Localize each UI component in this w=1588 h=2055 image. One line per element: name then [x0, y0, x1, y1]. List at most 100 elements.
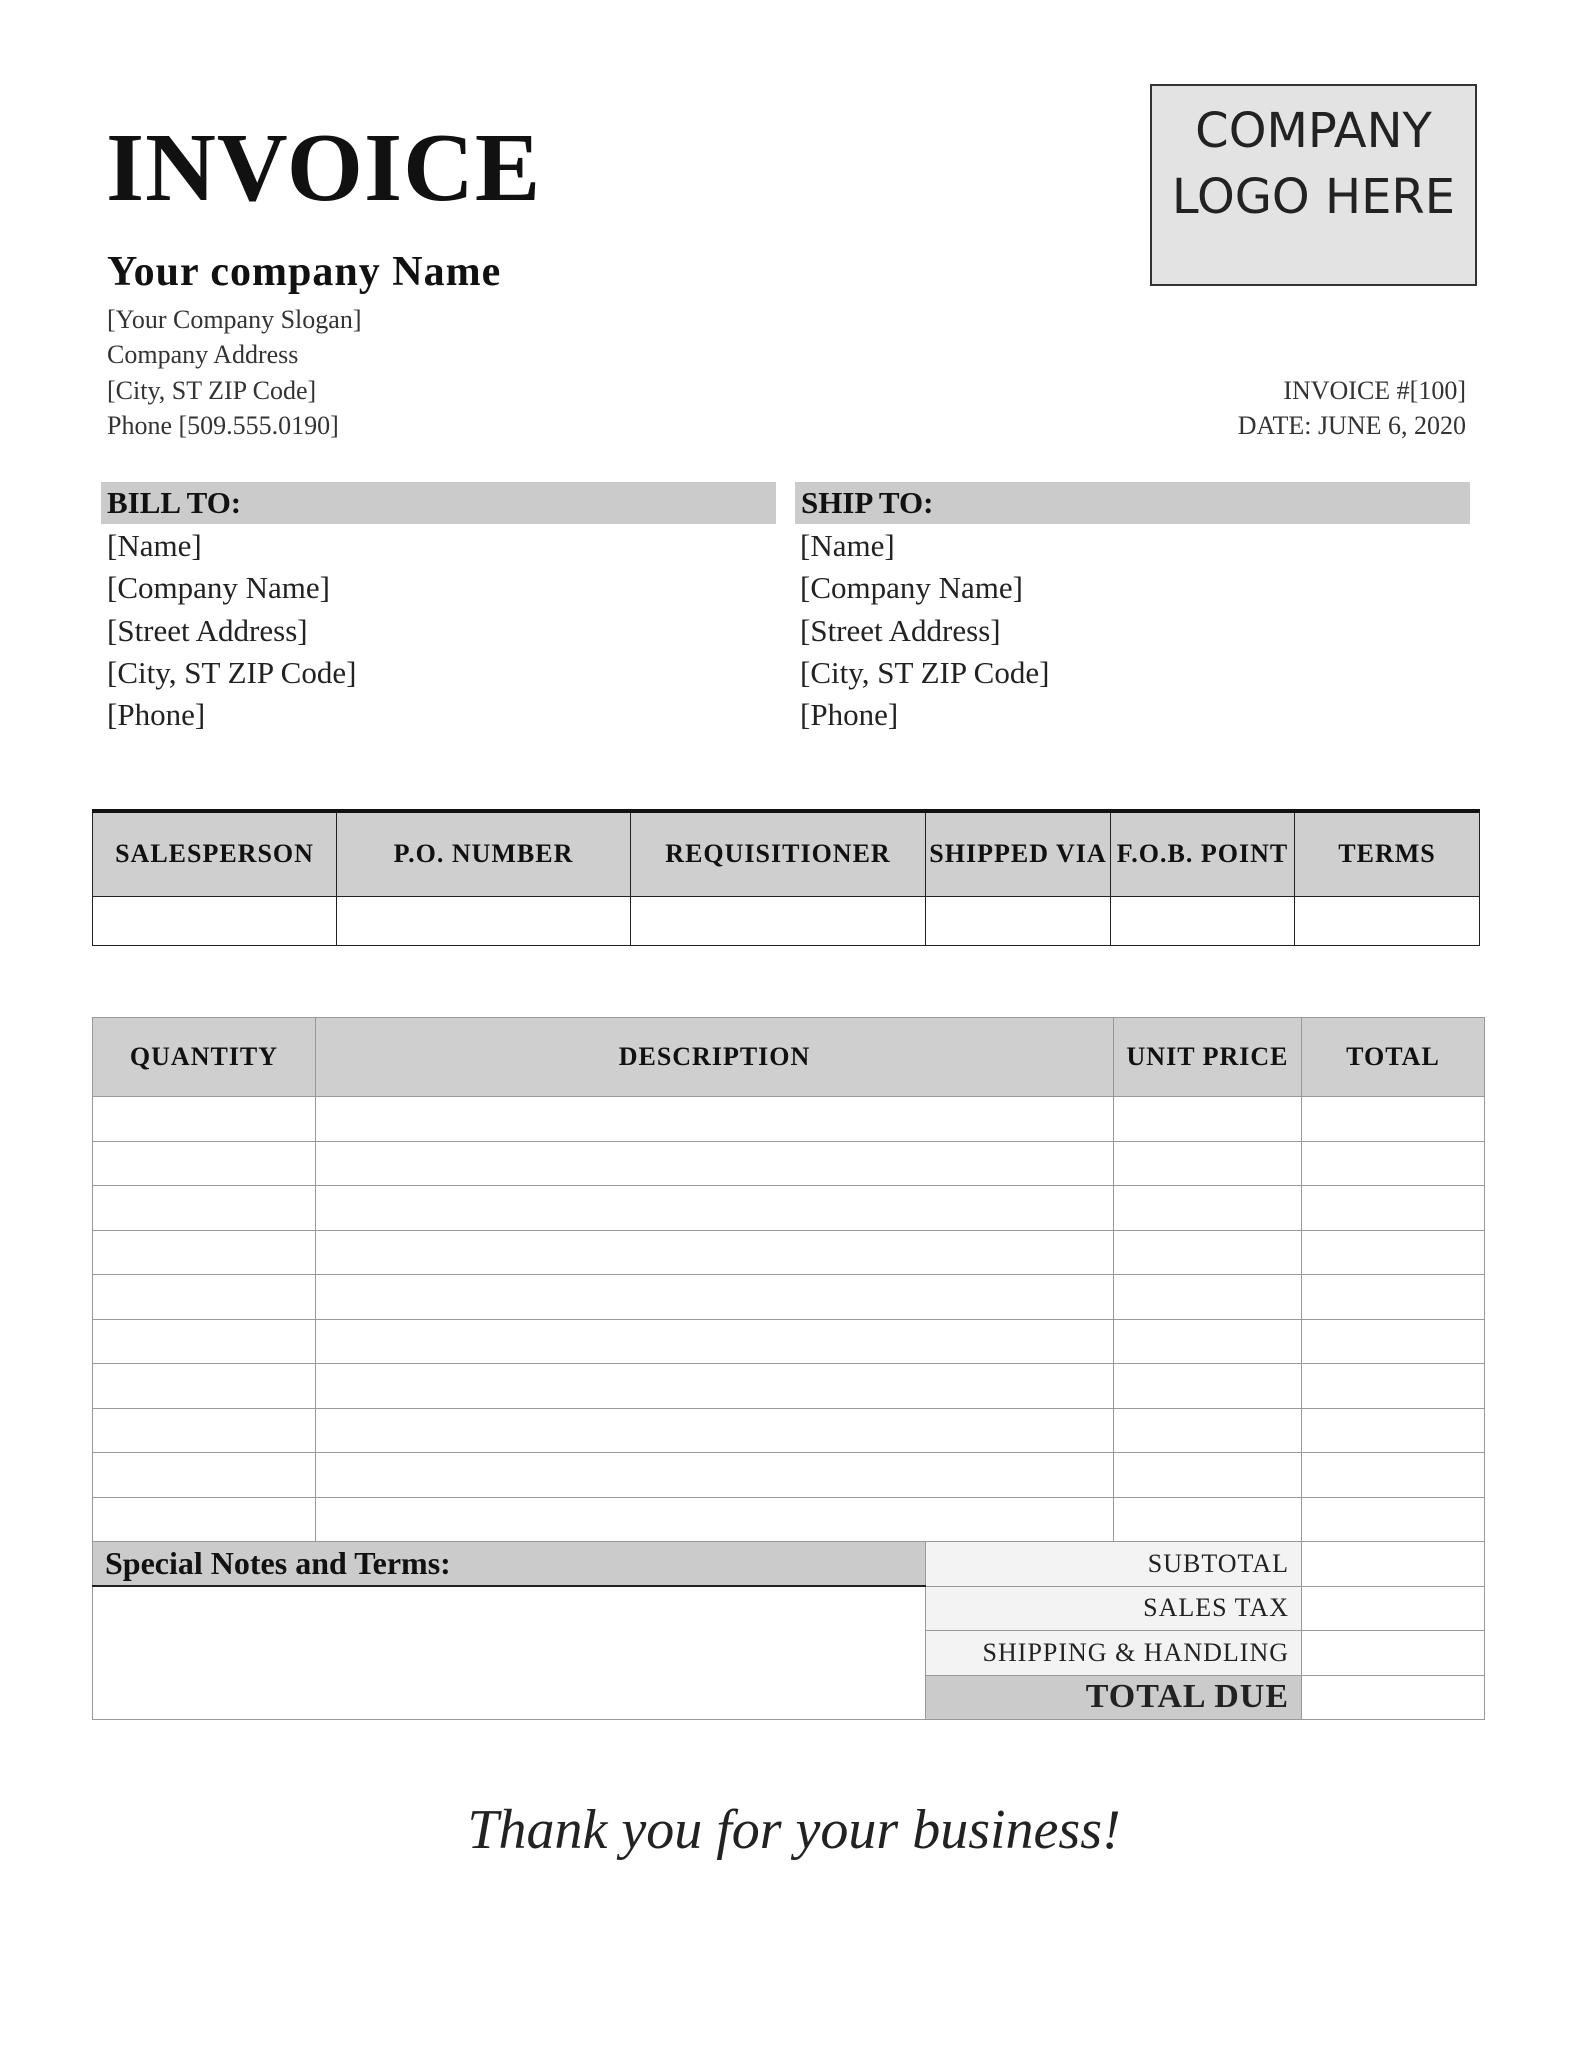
line-item-row — [92, 1318, 1485, 1364]
quantity-cell[interactable] — [92, 1096, 316, 1142]
total-cell[interactable] — [1301, 1407, 1485, 1453]
requisitioner-cell[interactable] — [630, 895, 926, 946]
line-items-table: QUANTITY DESCRIPTION UNIT PRICE TOTAL Sp… — [92, 1017, 1485, 1720]
description-cell[interactable] — [315, 1185, 1114, 1231]
total-cell[interactable] — [1301, 1318, 1485, 1364]
quantity-cell[interactable] — [92, 1496, 316, 1542]
quantity-cell[interactable] — [92, 1274, 316, 1320]
unit-price-cell[interactable] — [1113, 1496, 1302, 1542]
company-logo-placeholder: COMPANY LOGO HERE — [1150, 84, 1477, 286]
bill-to-heading: BILL TO: — [101, 482, 776, 524]
company-city: [City, ST ZIP Code] — [107, 376, 317, 405]
line-item-row — [92, 1274, 1485, 1320]
total-cell[interactable] — [1301, 1274, 1485, 1320]
ship-to-heading: SHIP TO: — [795, 482, 1470, 524]
unit-price-cell[interactable] — [1113, 1185, 1302, 1231]
header-terms: TERMS — [1294, 810, 1480, 897]
total-cell[interactable] — [1301, 1452, 1485, 1498]
header-description: DESCRIPTION — [315, 1017, 1114, 1097]
quantity-cell[interactable] — [92, 1318, 316, 1364]
bill-to-company: [Company Name] — [107, 570, 330, 606]
shipping-label: SHIPPING & HANDLING — [925, 1630, 1302, 1676]
header-shipped-via: SHIPPED VIA — [925, 810, 1111, 897]
line-item-row — [92, 1496, 1485, 1542]
company-slogan: [Your Company Slogan] — [107, 305, 362, 334]
description-cell[interactable] — [315, 1229, 1114, 1275]
shipping-value[interactable] — [1301, 1630, 1485, 1676]
company-address: Company Address — [107, 340, 299, 369]
ship-to-phone: [Phone] — [800, 697, 899, 733]
unit-price-cell[interactable] — [1113, 1229, 1302, 1275]
thank-you-message: Thank you for your business! — [467, 1799, 1121, 1861]
bill-to-name: [Name] — [107, 528, 202, 563]
total-cell[interactable] — [1301, 1140, 1485, 1186]
line-item-row — [92, 1407, 1485, 1453]
invoice-date: DATE: JUNE 6, 2020 — [1237, 411, 1466, 440]
line-item-row — [92, 1452, 1485, 1498]
bill-to-street: [Street Address] — [107, 612, 308, 648]
subtotal-value[interactable] — [1301, 1541, 1485, 1587]
unit-price-cell[interactable] — [1113, 1140, 1302, 1186]
ship-to-city: [City, ST ZIP Code] — [800, 654, 1050, 690]
description-cell[interactable] — [315, 1096, 1114, 1142]
bill-to-phone: [Phone] — [107, 697, 206, 733]
unit-price-cell[interactable] — [1113, 1452, 1302, 1498]
unit-price-cell[interactable] — [1113, 1407, 1302, 1453]
description-cell[interactable] — [315, 1363, 1114, 1409]
header-quantity: QUANTITY — [92, 1017, 316, 1097]
ship-to-address: [Name] [Company Name] [Street Address] [… — [800, 525, 1049, 736]
quantity-cell[interactable] — [92, 1452, 316, 1498]
salesperson-cell[interactable] — [92, 895, 337, 946]
unit-price-cell[interactable] — [1113, 1274, 1302, 1320]
ship-to-name: [Name] — [800, 528, 895, 563]
description-cell[interactable] — [315, 1407, 1114, 1453]
header-unit-price: UNIT PRICE — [1113, 1017, 1302, 1097]
total-cell[interactable] — [1301, 1229, 1485, 1275]
logo-line-1: COMPANY — [1195, 103, 1432, 159]
po-number-cell[interactable] — [336, 895, 631, 946]
header-po-number: P.O. NUMBER — [336, 810, 631, 897]
description-cell[interactable] — [315, 1496, 1114, 1542]
sales-tax-value[interactable] — [1301, 1585, 1485, 1631]
description-cell[interactable] — [315, 1452, 1114, 1498]
invoice-title: INVOICE — [106, 114, 542, 222]
bill-to-city: [City, ST ZIP Code] — [107, 654, 357, 690]
total-cell[interactable] — [1301, 1363, 1485, 1409]
line-item-row — [92, 1140, 1485, 1186]
notes-heading: Special Notes and Terms: — [92, 1541, 926, 1587]
total-due-value[interactable] — [1301, 1674, 1485, 1720]
shipped-via-cell[interactable] — [925, 895, 1111, 946]
quantity-cell[interactable] — [92, 1363, 316, 1409]
description-cell[interactable] — [315, 1318, 1114, 1364]
company-phone: Phone [509.555.0190] — [107, 411, 339, 440]
order-info-table: SALESPERSON P.O. NUMBER REQUISITIONER SH… — [92, 809, 1480, 946]
total-due-label: TOTAL DUE — [925, 1674, 1302, 1720]
fob-point-cell[interactable] — [1110, 895, 1295, 946]
ship-to-company: [Company Name] — [800, 570, 1023, 606]
unit-price-cell[interactable] — [1113, 1318, 1302, 1364]
quantity-cell[interactable] — [92, 1229, 316, 1275]
sales-tax-label: SALES TAX — [925, 1585, 1302, 1631]
total-cell[interactable] — [1301, 1496, 1485, 1542]
quantity-cell[interactable] — [92, 1185, 316, 1231]
line-item-row — [92, 1185, 1485, 1231]
terms-cell[interactable] — [1294, 895, 1480, 946]
description-cell[interactable] — [315, 1140, 1114, 1186]
quantity-cell[interactable] — [92, 1407, 316, 1453]
unit-price-cell[interactable] — [1113, 1363, 1302, 1409]
order-info-row — [92, 895, 1480, 946]
total-cell[interactable] — [1301, 1185, 1485, 1231]
unit-price-cell[interactable] — [1113, 1096, 1302, 1142]
header-total: TOTAL — [1301, 1017, 1485, 1097]
description-cell[interactable] — [315, 1274, 1114, 1320]
total-cell[interactable] — [1301, 1096, 1485, 1142]
bill-to-address: [Name] [Company Name] [Street Address] [… — [107, 525, 356, 736]
notes-area[interactable] — [92, 1585, 926, 1720]
line-item-row — [92, 1363, 1485, 1409]
header-fob-point: F.O.B. POINT — [1110, 810, 1295, 897]
invoice-number: INVOICE #[100] — [1283, 376, 1466, 405]
header-requisitioner: REQUISITIONER — [630, 810, 926, 897]
subtotal-label: SUBTOTAL — [925, 1541, 1302, 1587]
ship-to-street: [Street Address] — [800, 612, 1001, 648]
quantity-cell[interactable] — [92, 1140, 316, 1186]
